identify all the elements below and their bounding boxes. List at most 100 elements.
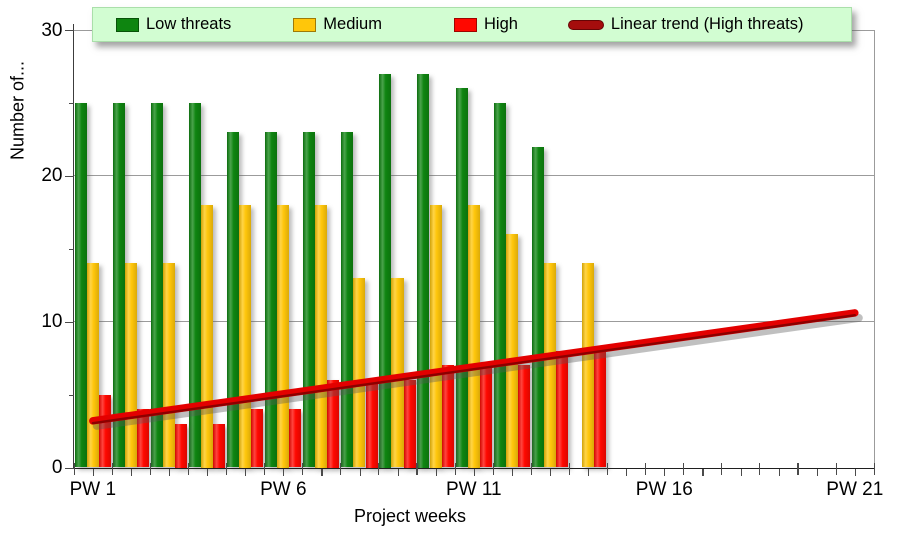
x-tick-label: PW 21 <box>826 478 884 500</box>
x-tick-label: PW 1 <box>69 478 117 500</box>
low-threats-bar <box>74 102 87 468</box>
x-boundary-tick <box>797 462 799 475</box>
medium-bar <box>429 205 442 468</box>
x-center-tick <box>664 469 666 476</box>
trend-line-icon <box>567 19 604 30</box>
x-center-tick <box>778 469 780 476</box>
high-bar <box>403 380 416 468</box>
x-boundary-tick <box>111 462 113 475</box>
high-bar <box>289 409 302 468</box>
low-threats-bar <box>150 102 163 468</box>
legend-item-medium: Medium <box>293 15 382 34</box>
low-threats-bar <box>379 73 392 468</box>
x-boundary-tick <box>340 462 342 475</box>
x-center-tick <box>130 469 133 476</box>
x-axis-line <box>72 467 876 470</box>
high-bar <box>98 394 111 468</box>
x-center-tick <box>169 469 171 476</box>
medium-bar <box>124 263 137 468</box>
x-center-tick <box>511 469 514 476</box>
x-center-tick <box>702 469 704 476</box>
y-major-tick <box>65 321 74 323</box>
high-bar <box>213 423 226 468</box>
x-center-tick <box>283 469 285 476</box>
medium-bar <box>86 263 99 468</box>
x-boundary-tick <box>302 462 304 475</box>
x-boundary-tick <box>73 462 75 475</box>
y-minor-tick <box>68 248 74 250</box>
high-bar <box>327 380 340 468</box>
medium-bar <box>505 234 518 468</box>
high-bar <box>251 409 264 468</box>
x-tick-label: PW 11 <box>445 478 502 500</box>
medium-bar <box>543 263 556 468</box>
y-axis-line <box>72 24 74 469</box>
high-bar <box>441 365 454 468</box>
low-threats-bar <box>341 132 354 468</box>
x-center-tick <box>435 469 437 476</box>
low-threats-swatch-icon <box>116 17 139 32</box>
x-boundary-tick <box>264 462 266 475</box>
x-axis-title: Project weeks <box>353 506 467 526</box>
low-threats-bar <box>188 102 201 468</box>
medium-bar <box>391 277 404 468</box>
x-boundary-tick <box>454 462 456 475</box>
x-boundary-tick <box>683 462 685 475</box>
medium-swatch-icon <box>293 17 317 32</box>
high-bar <box>136 409 149 468</box>
x-boundary-tick <box>721 462 723 475</box>
x-boundary-tick <box>759 462 761 475</box>
x-center-tick <box>245 469 247 476</box>
low-threats-bar <box>493 102 506 468</box>
x-boundary-tick <box>378 462 380 475</box>
legend-item-linear-trend: Linear trend (High threats) <box>567 15 804 34</box>
x-center-tick <box>740 469 742 476</box>
medium-bar <box>239 205 252 468</box>
x-boundary-tick <box>645 462 647 475</box>
y-tick-label: 0 <box>51 457 63 478</box>
medium-bar <box>315 205 328 468</box>
legend-label: Medium <box>323 15 382 33</box>
x-center-tick <box>473 469 475 476</box>
x-tick-label: PW 6 <box>260 478 307 500</box>
x-boundary-tick <box>225 462 228 475</box>
y-major-tick <box>65 467 74 469</box>
y-major-tick <box>65 175 74 178</box>
high-bar <box>517 365 530 468</box>
legend-label: High <box>483 15 518 33</box>
low-threats-bar <box>455 88 468 468</box>
high-bar <box>175 423 188 468</box>
legend-item-low-threats: Low threats <box>116 15 231 34</box>
medium-bar <box>162 263 175 468</box>
high-bar <box>365 380 378 468</box>
x-boundary-tick <box>149 462 151 475</box>
y-minor-tick <box>68 394 74 396</box>
high-bar <box>594 350 607 468</box>
y-tick-label: 20 <box>41 165 63 187</box>
y-major-tick <box>65 30 74 32</box>
legend: Low threats Medium High Linear trend (Hi… <box>92 7 852 42</box>
high-bar <box>556 350 569 468</box>
medium-bar <box>581 263 595 468</box>
low-threats-bar <box>303 132 316 468</box>
x-center-tick <box>588 469 590 476</box>
low-threats-bar <box>531 146 544 468</box>
x-center-tick <box>854 469 856 476</box>
y-tick-label: 10 <box>41 311 63 333</box>
y-tick-label: 30 <box>41 19 63 41</box>
medium-bar <box>200 205 214 468</box>
medium-bar <box>277 205 290 468</box>
x-center-tick <box>359 469 361 476</box>
x-center-tick <box>550 469 552 476</box>
x-tick-label: PW 16 <box>635 478 693 500</box>
low-threats-bar <box>226 132 239 468</box>
x-boundary-tick <box>873 462 875 475</box>
y-minor-tick <box>68 102 74 105</box>
x-boundary-tick <box>568 462 570 475</box>
x-boundary-tick <box>835 462 837 475</box>
x-center-tick <box>321 469 323 476</box>
x-center-tick <box>397 469 399 476</box>
x-center-tick <box>92 469 94 476</box>
low-threats-bar <box>112 102 125 468</box>
